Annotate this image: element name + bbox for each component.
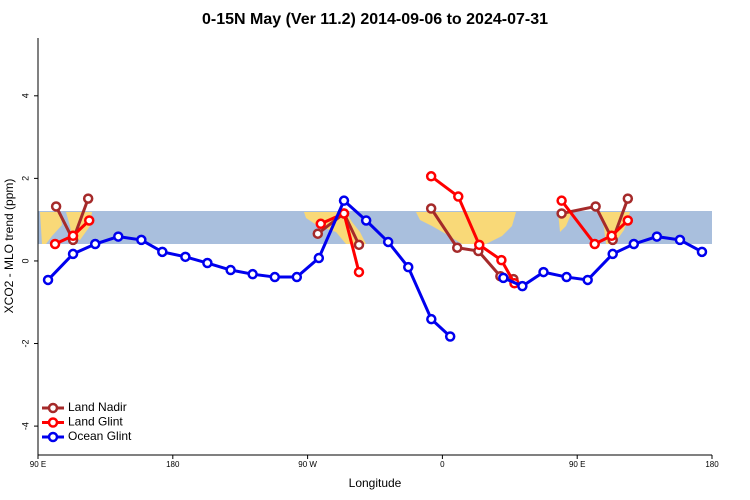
point [136, 234, 147, 246]
y-axis-label: XCO2 - MLO trend (ppm) [2, 179, 16, 314]
x-tick-label: 90 E [30, 460, 46, 469]
point [582, 274, 593, 286]
point [556, 208, 567, 219]
point [315, 218, 327, 230]
point [269, 271, 281, 283]
legend-marker [47, 431, 59, 443]
point [353, 239, 365, 251]
x-tick-label: 180 [705, 460, 719, 469]
point [180, 251, 191, 263]
x-tick-label: 90 W [298, 460, 317, 469]
point [67, 230, 79, 242]
point [49, 238, 61, 250]
x-tick-label: 0 [440, 460, 445, 469]
point [403, 261, 414, 273]
point [338, 195, 350, 206]
legend-label: Ocean Glint [68, 429, 132, 443]
point [425, 203, 437, 214]
point [498, 272, 509, 284]
point [696, 246, 708, 258]
point [674, 234, 686, 246]
point [496, 254, 507, 266]
point [291, 271, 303, 283]
chart-title: 0-15N May (Ver 11.2) 2014-09-06 to 2024-… [202, 11, 548, 28]
y-tick-label: -4 [20, 422, 30, 430]
point [607, 248, 618, 260]
point [538, 266, 549, 278]
point [382, 236, 394, 248]
point [89, 238, 101, 250]
point [67, 248, 79, 260]
point [313, 252, 325, 264]
point [453, 191, 464, 202]
point [425, 171, 437, 182]
legend-marker [47, 402, 59, 414]
point [517, 280, 528, 292]
point [42, 274, 54, 286]
point [473, 239, 485, 251]
point [353, 266, 365, 278]
x-axis-label: Longitude [349, 476, 402, 490]
y-tick-label: -2 [20, 340, 30, 348]
y-tick-label: 0 [20, 258, 30, 263]
x-tick-label: 180 [166, 460, 180, 469]
point [113, 231, 124, 242]
legend-label: Land Glint [68, 415, 123, 429]
point [157, 246, 168, 258]
point [556, 195, 567, 206]
legend-label: Land Nadir [68, 400, 127, 414]
point [651, 231, 663, 242]
point [589, 238, 600, 250]
point [590, 201, 601, 212]
point [83, 215, 95, 226]
point [622, 193, 634, 204]
point [444, 331, 456, 342]
point [360, 215, 372, 226]
point [202, 257, 213, 269]
legend-marker [47, 417, 59, 428]
point [50, 201, 62, 212]
point [561, 271, 572, 283]
y-tick-label: 4 [20, 93, 30, 98]
point [606, 230, 617, 242]
point [622, 215, 634, 226]
point [82, 193, 94, 204]
point [426, 313, 437, 325]
point [628, 238, 640, 250]
point [247, 268, 258, 280]
point [312, 228, 324, 239]
point [225, 264, 236, 276]
x-tick-label: 90 E [569, 460, 585, 469]
y-tick-label: 2 [20, 176, 30, 181]
point [451, 242, 463, 253]
